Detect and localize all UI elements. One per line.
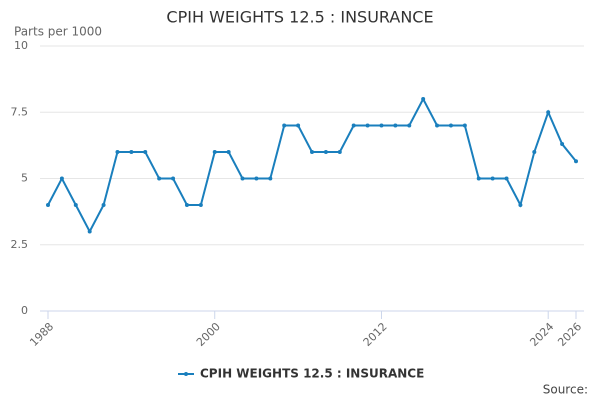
point bbox=[337, 150, 342, 154]
point bbox=[462, 123, 467, 128]
point bbox=[157, 176, 162, 181]
point bbox=[532, 150, 537, 154]
point bbox=[101, 203, 106, 207]
point bbox=[518, 203, 523, 207]
series-line bbox=[47, 96, 577, 234]
legend-label: CPIH WEIGHTS 12.5 : INSURANCE bbox=[200, 367, 424, 381]
point bbox=[476, 176, 481, 181]
x-tick-label: 2012 bbox=[361, 320, 390, 349]
x-tick-label: 2024 bbox=[527, 320, 556, 349]
point bbox=[574, 159, 578, 164]
point bbox=[351, 123, 356, 128]
point bbox=[198, 203, 203, 207]
point bbox=[448, 123, 453, 128]
point bbox=[282, 123, 287, 128]
source: Source: bbox=[543, 383, 588, 397]
point bbox=[560, 142, 565, 147]
point bbox=[546, 110, 551, 115]
point bbox=[184, 203, 189, 207]
y-tick-label: 2.5 bbox=[11, 238, 29, 251]
point bbox=[268, 176, 273, 181]
y-axis-label: Parts per 1000 bbox=[14, 25, 102, 39]
y-tick-label: 7.5 bbox=[11, 105, 29, 118]
point bbox=[365, 123, 370, 128]
chart-title: CPIH WEIGHTS 12.5 : INSURANCE bbox=[166, 8, 433, 27]
point bbox=[296, 123, 301, 128]
point bbox=[240, 176, 245, 181]
point bbox=[171, 176, 176, 181]
point bbox=[212, 150, 217, 154]
point bbox=[87, 229, 92, 234]
point bbox=[393, 123, 398, 128]
point bbox=[379, 123, 384, 128]
point bbox=[310, 150, 314, 154]
point bbox=[46, 203, 50, 207]
point bbox=[59, 176, 64, 181]
legend-marker bbox=[184, 372, 188, 376]
point bbox=[490, 176, 495, 181]
point bbox=[323, 150, 328, 154]
x-tick-label: 1988 bbox=[27, 320, 56, 349]
point bbox=[435, 123, 440, 128]
point bbox=[226, 150, 231, 154]
point bbox=[421, 97, 426, 101]
point bbox=[504, 176, 509, 181]
point bbox=[73, 203, 78, 207]
y-tick-label: 5 bbox=[21, 172, 28, 185]
point bbox=[129, 150, 134, 154]
x-tick-label: 2026 bbox=[555, 320, 584, 349]
point bbox=[143, 150, 148, 154]
x-tick-label: 2000 bbox=[194, 320, 223, 349]
point bbox=[254, 176, 259, 181]
y-tick-label: 10 bbox=[14, 39, 28, 52]
point bbox=[407, 123, 412, 128]
y-tick-label: 0 bbox=[21, 304, 28, 317]
point bbox=[115, 150, 120, 154]
